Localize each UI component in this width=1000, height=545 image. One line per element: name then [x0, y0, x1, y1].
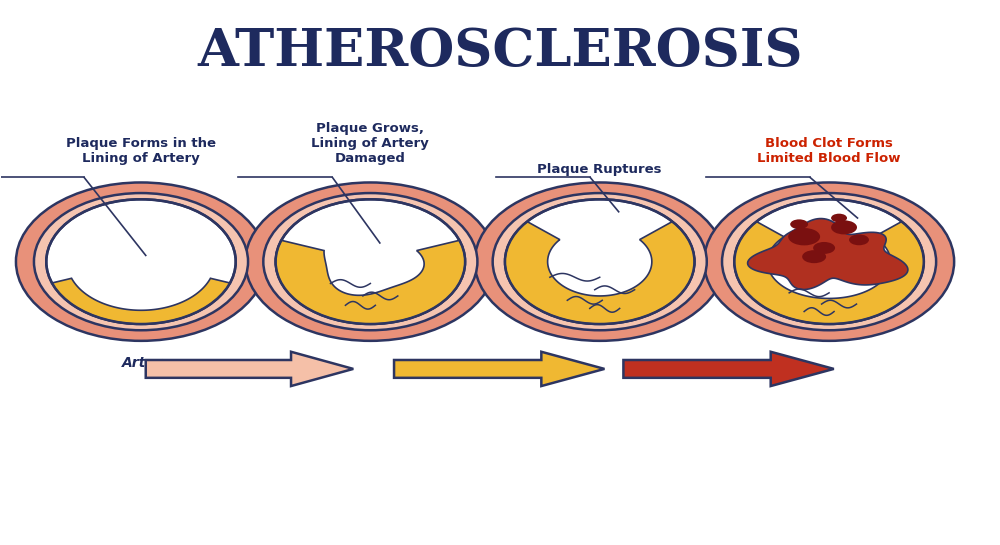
Ellipse shape — [704, 183, 954, 341]
Ellipse shape — [505, 199, 694, 324]
Circle shape — [790, 219, 808, 229]
Polygon shape — [623, 352, 834, 386]
Circle shape — [831, 214, 847, 222]
Ellipse shape — [245, 183, 495, 341]
Polygon shape — [734, 222, 924, 324]
Polygon shape — [394, 352, 604, 386]
Text: Artery: Artery — [122, 356, 172, 371]
Polygon shape — [146, 352, 353, 386]
Polygon shape — [52, 278, 230, 324]
Polygon shape — [505, 222, 694, 324]
Ellipse shape — [475, 183, 725, 341]
Text: Plaque Grows,
Lining of Artery
Damaged: Plaque Grows, Lining of Artery Damaged — [311, 122, 429, 165]
Text: Blood Clot Forms
Limited Blood Flow: Blood Clot Forms Limited Blood Flow — [757, 137, 901, 165]
Ellipse shape — [46, 199, 236, 324]
Ellipse shape — [493, 193, 707, 330]
Ellipse shape — [734, 199, 924, 324]
Polygon shape — [276, 240, 465, 324]
Circle shape — [813, 242, 835, 254]
Ellipse shape — [276, 199, 465, 324]
Text: Plaque Forms in the
Lining of Artery: Plaque Forms in the Lining of Artery — [66, 137, 216, 165]
Circle shape — [788, 228, 820, 245]
Ellipse shape — [722, 193, 936, 330]
Circle shape — [802, 250, 826, 263]
Ellipse shape — [263, 193, 477, 330]
Text: Plaque Ruptures: Plaque Ruptures — [537, 162, 662, 175]
Polygon shape — [748, 219, 908, 289]
Ellipse shape — [16, 183, 266, 341]
Ellipse shape — [34, 193, 248, 330]
Text: ATHEROSCLEROSIS: ATHEROSCLEROSIS — [197, 26, 803, 77]
Circle shape — [831, 220, 857, 234]
Circle shape — [849, 234, 869, 245]
